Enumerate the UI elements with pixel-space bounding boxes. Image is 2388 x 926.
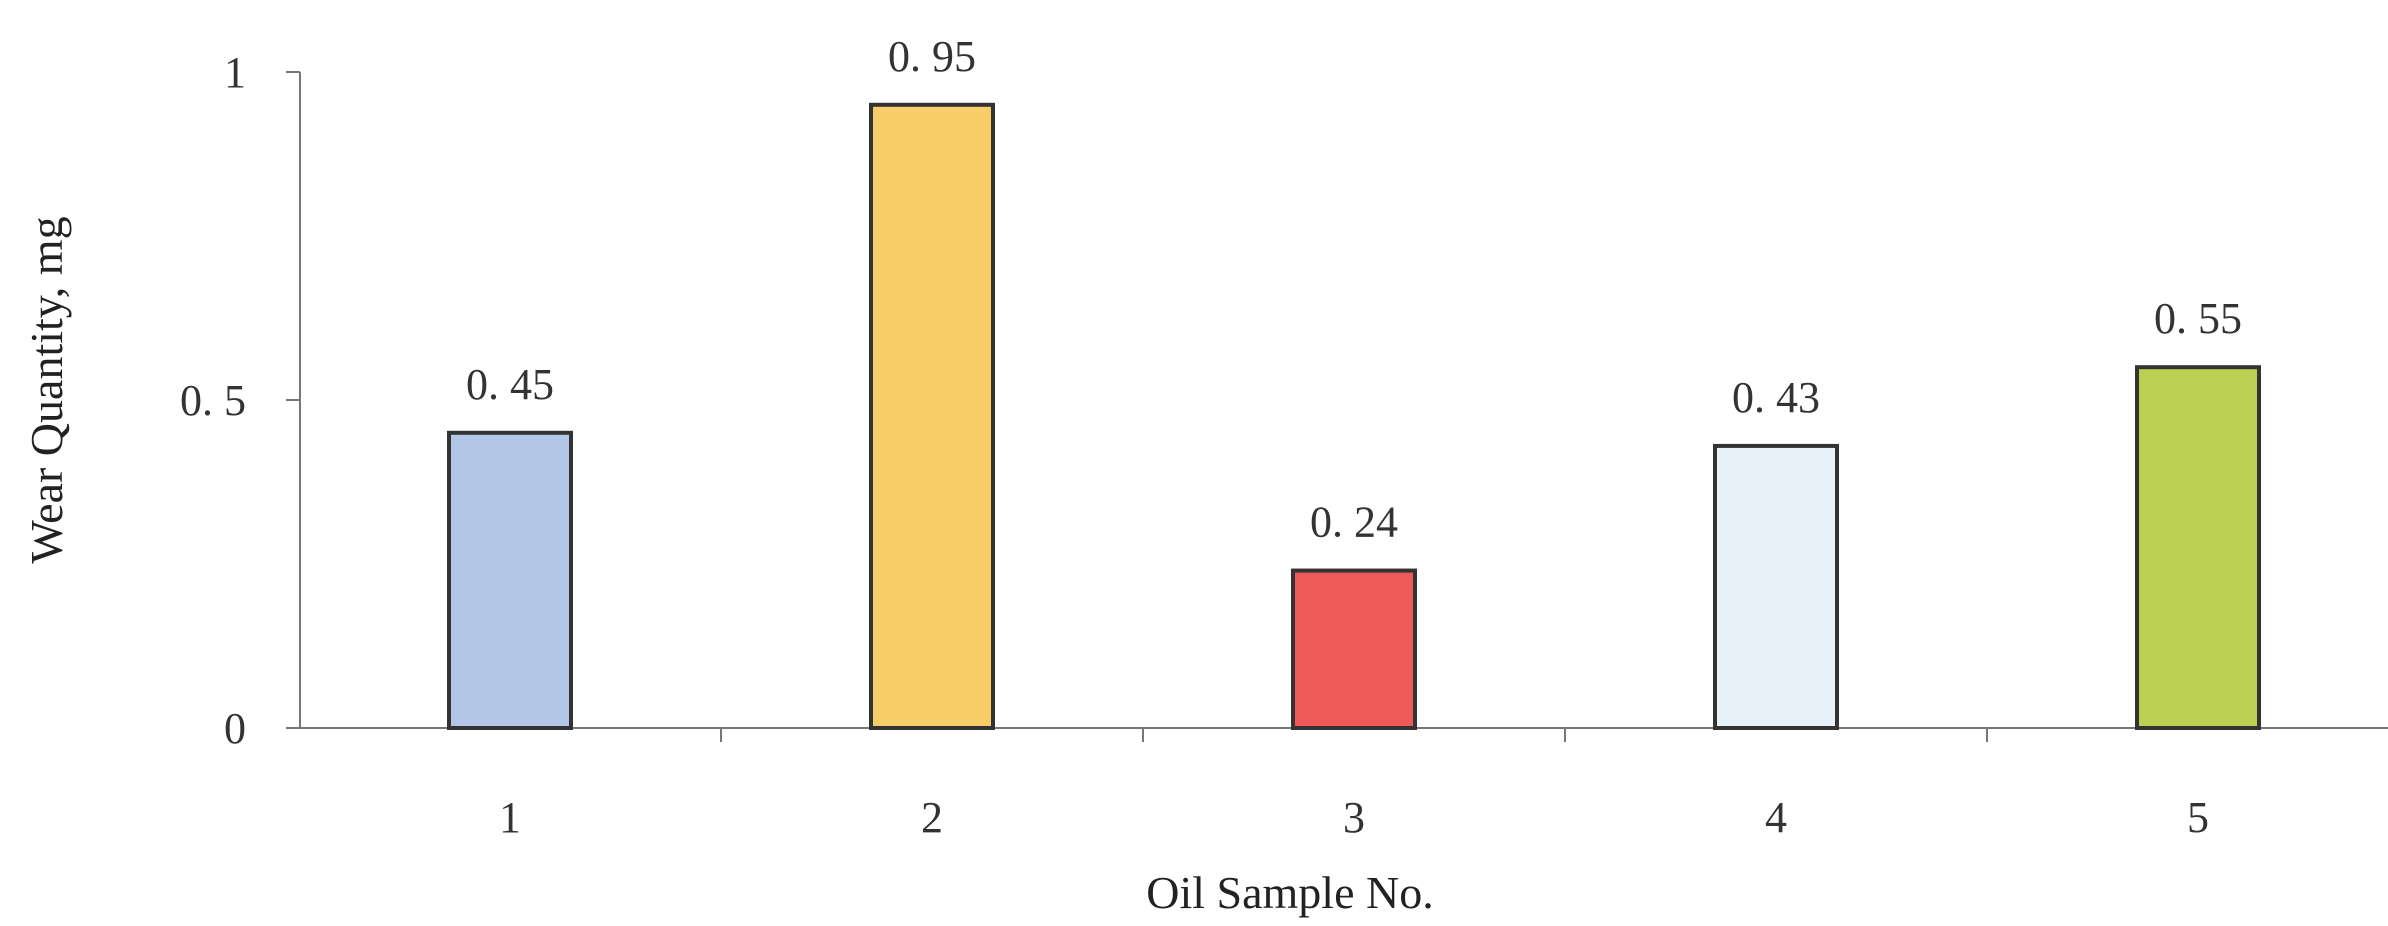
bar-sample-1 [447,430,573,730]
bar-sample-3 [1291,568,1417,730]
x-tick-label: 1 [499,793,521,842]
y-tick-label: 0. 5 [180,376,246,425]
data-label-sample-1: 0. 45 [466,360,554,409]
bars [447,102,2261,731]
data-label-sample-3: 0. 24 [1310,498,1398,547]
x-tick-label: 4 [1765,793,1787,842]
y-axis-title: Wear Quantity, mg [21,216,72,563]
data-label-sample-4: 0. 43 [1732,373,1820,422]
y-tick-label: 1 [224,48,246,97]
x-tick-label: 3 [1343,793,1365,842]
bar-sample-5 [2135,365,2261,730]
x-axis-title: Oil Sample No. [1146,867,1433,918]
data-labels: 0. 45 0. 95 0. 24 0. 43 0. 55 [466,32,2242,547]
x-tick-label: 2 [921,793,943,842]
data-label-sample-5: 0. 55 [2154,294,2242,343]
y-tick-label: 0 [224,704,246,753]
x-axis: 1 2 3 4 5 [300,727,2388,842]
data-label-sample-2: 0. 95 [888,32,976,81]
y-axis: 0 0. 5 1 [180,48,301,753]
bar-sample-4 [1713,443,1839,730]
bar-sample-2 [869,102,995,731]
x-tick-label: 5 [2187,793,2209,842]
